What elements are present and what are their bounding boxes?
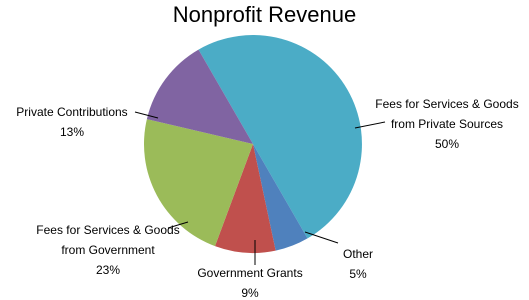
category-label: Other (342, 247, 373, 261)
pie-slice (215, 144, 276, 253)
slice-label: Government Grants 9% (180, 263, 320, 300)
slice-label: Fees for Services & Goods from Governmen… (33, 220, 183, 280)
value-label: 9% (241, 286, 259, 300)
leader-line (134, 111, 159, 119)
value-label: 5% (349, 267, 367, 281)
leader-line (354, 121, 386, 129)
leader-line (304, 231, 339, 244)
slice-label: Other 5% (328, 244, 388, 284)
pie-slice (143, 119, 253, 247)
value-label: 23% (95, 263, 121, 277)
category-label: Private Contributions (16, 105, 128, 119)
slice-label: Fees for Services & Goods from Private S… (365, 94, 529, 154)
category-label: Fees for Services & Goods from Governmen… (36, 223, 180, 257)
value-label: 13% (59, 125, 85, 139)
leader-line (167, 221, 189, 229)
category-label: Fees for Services & Goods from Private S… (375, 97, 519, 131)
value-label: 50% (434, 137, 460, 151)
pie-slice (253, 144, 308, 251)
slice-label: Private Contributions 13% (0, 102, 147, 142)
pie-slice (146, 49, 253, 145)
chart-title: Nonprofit Revenue (172, 2, 357, 27)
pie-slice (198, 35, 362, 239)
category-label: Government Grants (197, 266, 303, 280)
